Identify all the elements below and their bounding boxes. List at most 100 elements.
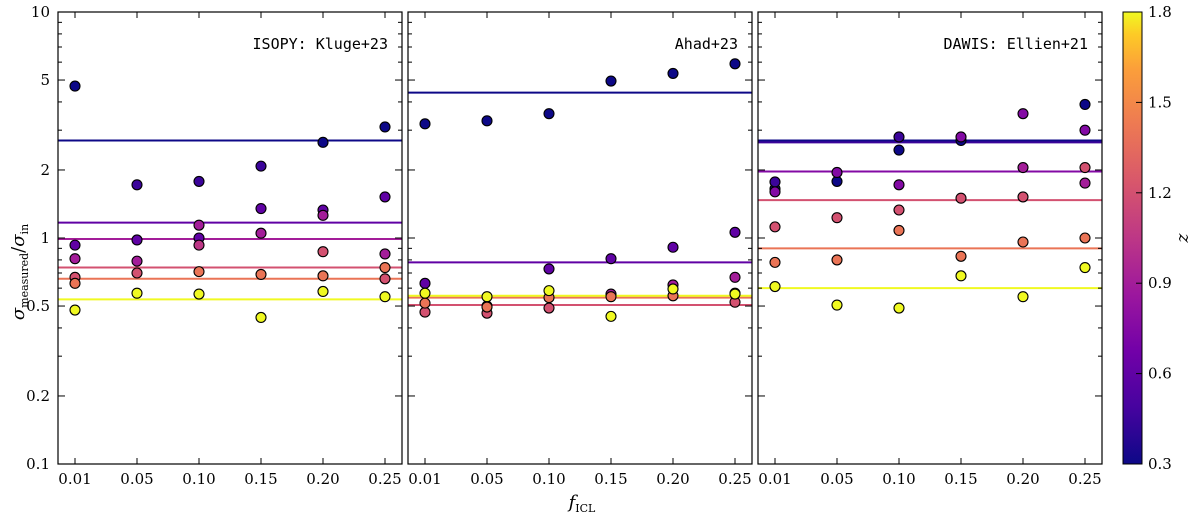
x-tick-label: 0.25: [718, 470, 751, 488]
data-point: [255, 160, 267, 172]
data-point: [605, 291, 617, 303]
x-label-sub: ICL: [575, 502, 596, 515]
data-point: [729, 58, 741, 70]
data-point: [543, 108, 555, 120]
data-point: [1079, 262, 1091, 274]
svg-text:σmeasured/σin: σmeasured/σin: [8, 224, 31, 320]
x-tick-label: 0.01: [408, 470, 441, 488]
data-point: [317, 209, 329, 221]
colorbar-tick-label: 1.2: [1148, 184, 1172, 202]
data-point: [379, 262, 391, 274]
y-label-sigma-num: σ: [8, 307, 29, 320]
x-tick-label: 0.05: [820, 470, 853, 488]
data-point: [317, 270, 329, 282]
data-point: [955, 131, 967, 143]
x-tick-label: 0.15: [594, 470, 627, 488]
data-point: [831, 212, 843, 224]
panel-frame: [407, 11, 753, 465]
x-tick-label: 0.15: [944, 470, 977, 488]
colorbar-tick-label: 0.6: [1148, 365, 1172, 383]
data-point: [317, 285, 329, 298]
x-tick-label: 0.20: [656, 470, 689, 488]
data-point: [69, 253, 81, 265]
data-point: [255, 202, 267, 215]
data-point: [481, 115, 493, 127]
x-axis-label: fICL: [567, 492, 596, 515]
data-point: [893, 302, 905, 314]
data-point: [419, 118, 431, 130]
data-point: [481, 291, 493, 303]
data-point: [667, 67, 679, 79]
colorbar-gradient: [1122, 11, 1143, 465]
x-tick-label: 0.20: [306, 470, 339, 488]
data-point: [605, 75, 617, 87]
y-tick-label: 0.1: [26, 455, 50, 473]
data-point: [379, 121, 391, 133]
data-point: [419, 287, 431, 299]
panels-group: 0.01 0.05 0.10 0.15 0.20 0.25 0.1 0.2 0.5 1 2 5 10 IS…: [26, 3, 1103, 488]
data-point: [255, 227, 267, 239]
data-point: [543, 263, 555, 275]
data-point: [893, 179, 905, 191]
data-point: [769, 256, 781, 268]
data-point: [131, 255, 143, 267]
y-label-den-sub: in: [18, 224, 31, 235]
colorbar-label: z: [1173, 232, 1193, 243]
y-tick-label: 1: [40, 229, 50, 247]
data-point: [379, 248, 391, 260]
data-point: [317, 246, 329, 258]
x-tick-label: 0.10: [882, 470, 915, 488]
panel-title: Ahad+23: [675, 35, 738, 53]
data-point: [69, 239, 81, 251]
data-point: [1079, 98, 1091, 110]
panel-2: 0.01 0.05 0.10 0.15 0.20 0.25 Ahad+23: [407, 11, 753, 488]
panel-frame: [757, 11, 1103, 465]
data-point: [543, 302, 555, 314]
data-point: [193, 288, 205, 300]
data-point: [131, 179, 143, 191]
colorbar-tick-label: 1.8: [1148, 3, 1172, 21]
panel-3: 0.01 0.05 0.10 0.15 0.20 0.25 DAWIS: Ellien+21: [757, 11, 1103, 488]
data-point: [1079, 177, 1091, 189]
x-tick-label: 0.25: [368, 470, 401, 488]
x-tick-label: 0.05: [470, 470, 503, 488]
x-tick-label: 0.01: [758, 470, 791, 488]
data-point: [769, 221, 781, 233]
data-point: [1079, 124, 1091, 136]
data-point: [419, 297, 431, 309]
y-tick-label: 2: [40, 161, 50, 179]
data-point: [955, 192, 967, 204]
data-point: [769, 176, 781, 188]
data-point: [1079, 161, 1091, 174]
data-point: [193, 266, 205, 278]
data-point: [893, 144, 905, 156]
data-point: [893, 224, 905, 236]
y-tick-label: 0.5: [26, 297, 50, 315]
data-point: [193, 219, 205, 231]
y-axis-label: σmeasured/σin: [8, 224, 31, 320]
data-point: [1079, 232, 1091, 244]
data-point: [955, 270, 967, 282]
data-point: [317, 136, 329, 148]
panel-1: 0.01 0.05 0.10 0.15 0.20 0.25 0.1 0.2 0.5 1 2 5 10 IS…: [26, 3, 403, 488]
data-point: [729, 271, 741, 283]
x-tick-label: 0.10: [532, 470, 565, 488]
data-point: [379, 191, 391, 203]
data-point: [379, 273, 391, 285]
data-point: [831, 166, 843, 179]
data-point: [769, 280, 781, 293]
data-point: [543, 285, 555, 297]
x-tick-label: 0.15: [244, 470, 277, 488]
x-tick-label: 0.20: [1006, 470, 1039, 488]
y-label-sigma-den: σ: [8, 234, 29, 247]
colorbar-tick-label: 0.3: [1148, 455, 1172, 473]
colorbar-tick-label: 1.5: [1148, 93, 1172, 111]
data-point: [131, 234, 143, 246]
panel-title: DAWIS: Ellien+21: [944, 35, 1089, 53]
x-tick-label: 0.05: [120, 470, 153, 488]
data-point: [131, 267, 143, 279]
data-point: [69, 277, 81, 289]
colorbar: 0.3 0.6 0.9 1.2 1.5 1.8 z: [1122, 3, 1193, 473]
svg-text:fICL: fICL: [567, 492, 596, 515]
data-point: [255, 268, 267, 280]
